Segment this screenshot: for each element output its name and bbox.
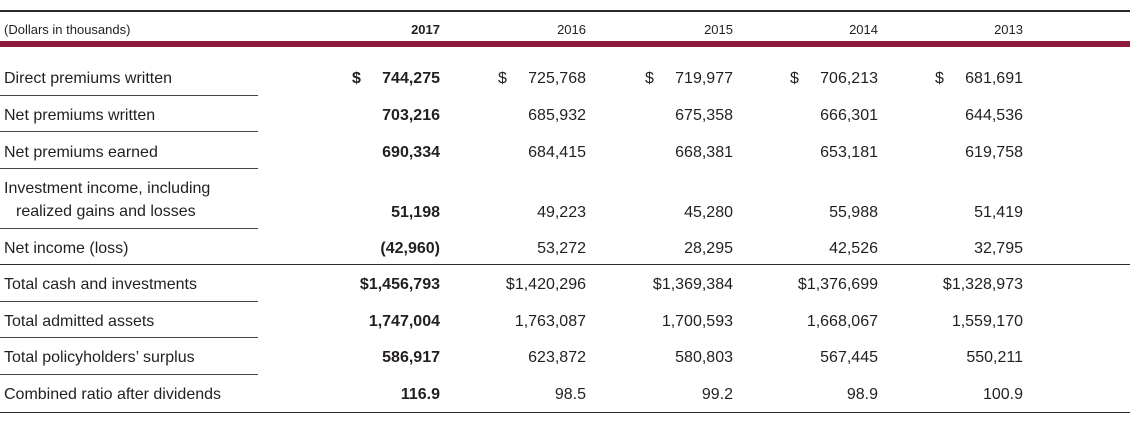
cell-2016: 98.5 — [554, 386, 586, 403]
cell-2014: $1,376,699 — [797, 276, 878, 293]
row-label: Investment income, including realized ga… — [4, 177, 210, 223]
dollar-sign: $ — [498, 70, 507, 87]
year-2013-header: 2013 — [994, 22, 1023, 37]
row-label: Net premiums written — [4, 107, 156, 124]
year-2017-header: 2017 — [411, 22, 440, 37]
cell-2015: $1,369,384 — [652, 276, 733, 293]
cell-2015: 668,381 — [675, 144, 733, 161]
year-2014-header: 2014 — [849, 22, 878, 37]
cell-2016: 53,272 — [537, 240, 586, 257]
cell-2017: (42,960) — [380, 240, 440, 257]
row-label: Total admitted assets — [4, 313, 155, 330]
row-divider — [0, 337, 258, 338]
cell-2013: $1,328,973 — [942, 276, 1023, 293]
cell-2013: 644,536 — [965, 107, 1023, 124]
cell-value: 744,275 — [382, 70, 440, 87]
row-divider-full — [0, 264, 1130, 265]
cell-2016: 685,932 — [528, 107, 586, 124]
cell-2016: $1,420,296 — [505, 276, 586, 293]
top-rule — [0, 10, 1130, 12]
cell-2015: 99.2 — [701, 386, 733, 403]
cell-2014: 653,181 — [820, 144, 878, 161]
row-label: Net premiums earned — [4, 144, 158, 161]
cell-2015: $719,977 — [613, 67, 733, 90]
cell-2014: 55,988 — [829, 204, 878, 221]
cell-2015: 675,358 — [675, 107, 733, 124]
cell-2016: $725,768 — [466, 67, 586, 90]
cell-2013: 100.9 — [982, 386, 1023, 403]
cell-2015: 1,700,593 — [661, 313, 733, 330]
cell-value: 725,768 — [528, 70, 586, 87]
row-divider — [0, 95, 258, 96]
cell-2015: 580,803 — [675, 349, 733, 366]
cell-2015: 45,280 — [684, 204, 733, 221]
cell-2013: 550,211 — [966, 349, 1023, 366]
cell-2013: 1,559,170 — [951, 313, 1023, 330]
cell-2013: 32,795 — [974, 240, 1023, 257]
row-label: Total policyholders’ surplus — [4, 349, 195, 366]
cell-2016: 49,223 — [537, 204, 586, 221]
cell-2015: 28,295 — [684, 240, 733, 257]
dollar-sign: $ — [935, 70, 944, 87]
table-header: (Dollars in thousands) 2017 2016 2015 20… — [0, 12, 1130, 43]
cell-value: 681,691 — [965, 70, 1023, 87]
cell-2014: 567,445 — [820, 349, 878, 366]
row-divider — [0, 131, 258, 132]
cell-2017: $1,456,793 — [359, 276, 440, 293]
cell-2017: 586,917 — [382, 349, 440, 366]
row-label-line1: Investment income, including — [4, 180, 211, 197]
cell-2014: 98.9 — [846, 386, 878, 403]
units-caption: (Dollars in thousands) — [4, 22, 131, 37]
row-label: Net income (loss) — [4, 240, 129, 257]
cell-value: 706,213 — [820, 70, 878, 87]
cell-2017: $744,275 — [320, 67, 440, 90]
cell-value: 719,977 — [675, 70, 733, 87]
cell-2017: 703,216 — [382, 107, 440, 124]
cell-2013: $681,691 — [903, 67, 1023, 90]
year-2015-header: 2015 — [704, 22, 733, 37]
cell-2016: 684,415 — [528, 144, 586, 161]
cell-2013: 51,419 — [974, 204, 1023, 221]
row-divider — [0, 228, 258, 229]
year-2016-header: 2016 — [557, 22, 586, 37]
cell-2016: 1,763,087 — [514, 313, 586, 330]
cell-2013: 619,758 — [965, 144, 1023, 161]
header-accent-bar — [0, 41, 1130, 47]
cell-2014: 42,526 — [829, 240, 878, 257]
row-divider — [0, 374, 258, 375]
bottom-rule — [0, 412, 1130, 413]
dollar-sign: $ — [352, 70, 361, 87]
cell-2017: 116.9 — [400, 386, 440, 403]
row-label-line2: realized gains and losses — [16, 203, 196, 220]
row-divider — [0, 301, 258, 302]
row-label: Total cash and investments — [4, 276, 197, 293]
cell-2016: 623,872 — [528, 349, 586, 366]
dollar-sign: $ — [790, 70, 799, 87]
cell-2014: 666,301 — [820, 107, 878, 124]
cell-2017: 51,198 — [391, 204, 440, 221]
row-label: Direct premiums written — [4, 70, 173, 87]
row-divider — [0, 168, 258, 169]
cell-2017: 690,334 — [382, 144, 440, 161]
cell-2014: $706,213 — [758, 67, 878, 90]
cell-2014: 1,668,067 — [806, 313, 878, 330]
cell-2017: 1,747,004 — [368, 313, 440, 330]
dollar-sign: $ — [645, 70, 654, 87]
row-label: Combined ratio after dividends — [4, 386, 222, 403]
